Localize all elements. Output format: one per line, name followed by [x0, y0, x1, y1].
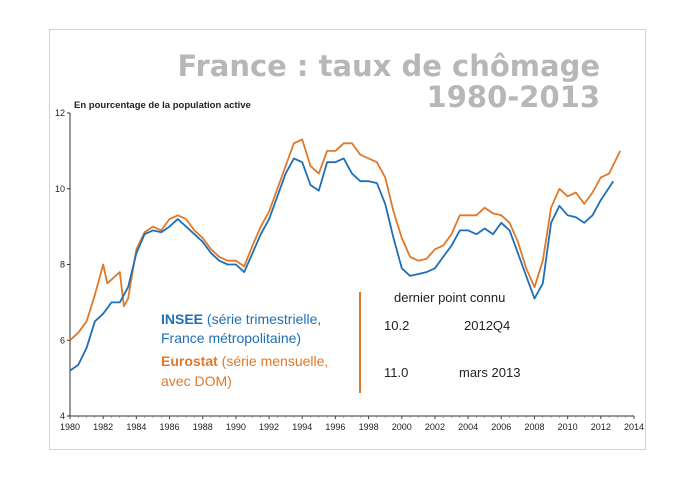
x-tick-label: 1998 [359, 422, 379, 432]
annotation-eurostat-value: 11.0 [384, 365, 408, 380]
y-axis-label: En pourcentage de la population active [74, 100, 251, 111]
x-tick-label: 2004 [458, 422, 478, 432]
series-layer [69, 138, 622, 372]
chart-title: France : taux de chômage [178, 49, 601, 83]
annotation-insee-value: 10.2 [384, 318, 409, 333]
chart-subtitle: 1980-2013 [427, 80, 600, 114]
x-tick-label: 1996 [325, 422, 345, 432]
legend-insee-name: INSEE [161, 311, 203, 327]
legend-eurostat-line1: Eurostat (série mensuelle, [161, 353, 328, 369]
x-tick-label: 2008 [524, 422, 544, 432]
legend-insee-line1: INSEE (série trimestrielle, [161, 311, 321, 327]
x-tick-label: 1982 [93, 422, 113, 432]
y-tick-label: 10 [55, 184, 65, 194]
x-tick-label: 1992 [259, 422, 279, 432]
x-tick-label: 2000 [392, 422, 412, 432]
x-tick-label: 2006 [491, 422, 511, 432]
y-tick-label: 4 [60, 411, 65, 421]
legend-insee-desc2: France métropolitaine) [161, 330, 301, 346]
x-tick-label: 1984 [126, 422, 146, 432]
insee-series-line [69, 157, 615, 372]
legend-eurostat-name: Eurostat [161, 353, 218, 369]
x-tick-label: 2002 [425, 422, 445, 432]
x-tick-label: 1980 [60, 422, 80, 432]
legend-insee-desc1: (série trimestrielle, [203, 311, 321, 327]
x-tick-label: 1988 [193, 422, 213, 432]
x-tick-label: 2010 [558, 422, 578, 432]
annotation-eurostat-period: mars 2013 [459, 365, 520, 380]
legend-eurostat-desc1: (série mensuelle, [218, 353, 329, 369]
last-point-annotation: dernier point connu 10.2 2012Q4 11.0 mar… [359, 290, 520, 393]
y-tick-label: 8 [60, 260, 65, 270]
eurostat-series-line [69, 138, 622, 341]
x-tick-label: 2012 [591, 422, 611, 432]
annotation-insee-period: 2012Q4 [464, 318, 510, 333]
x-tick-label: 1994 [292, 422, 312, 432]
annotation-header: dernier point connu [394, 290, 505, 305]
x-tick-label: 1990 [226, 422, 246, 432]
x-tick-label: 2014 [624, 422, 644, 432]
y-tick-label: 6 [60, 335, 65, 345]
legend: INSEE (série trimestrielle, France métro… [161, 311, 328, 389]
legend-eurostat-desc2: avec DOM) [161, 373, 232, 389]
y-tick-label: 12 [55, 108, 65, 118]
axes: 4 6 8 10 12 1980 1982 1984 1986 1988 1990 1992 1994 1… [55, 108, 644, 432]
x-tick-label: 1986 [160, 422, 180, 432]
